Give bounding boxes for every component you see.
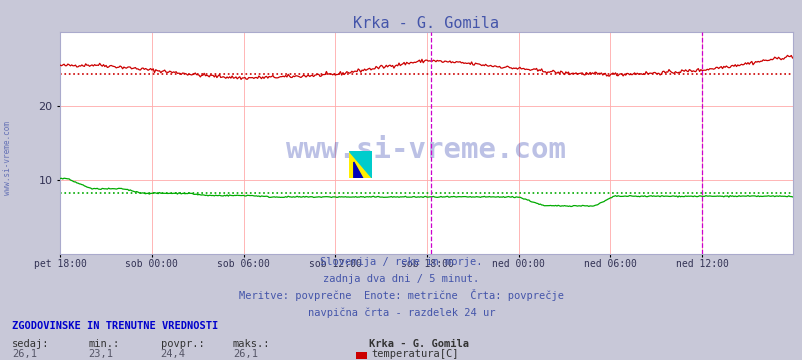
Polygon shape	[349, 151, 371, 178]
Text: Krka - G. Gomila: Krka - G. Gomila	[369, 339, 469, 349]
Text: navpična črta - razdelek 24 ur: navpična črta - razdelek 24 ur	[307, 308, 495, 319]
Text: sedaj:: sedaj:	[12, 339, 50, 349]
Text: Slovenija / reke in morje.: Slovenija / reke in morje.	[320, 257, 482, 267]
Text: 26,1: 26,1	[12, 350, 37, 360]
Text: ZGODOVINSKE IN TRENUTNE VREDNOSTI: ZGODOVINSKE IN TRENUTNE VREDNOSTI	[12, 321, 218, 332]
Title: Krka - G. Gomila: Krka - G. Gomila	[353, 16, 499, 31]
Text: povpr.:: povpr.:	[160, 339, 204, 349]
Text: zadnja dva dni / 5 minut.: zadnja dva dni / 5 minut.	[323, 274, 479, 284]
Polygon shape	[354, 162, 363, 178]
Text: www.si-vreme.com: www.si-vreme.com	[3, 121, 12, 195]
Text: 26,1: 26,1	[233, 350, 257, 360]
Text: min.:: min.:	[88, 339, 119, 349]
Text: temperatura[C]: temperatura[C]	[371, 350, 458, 360]
Text: 23,1: 23,1	[88, 350, 113, 360]
Text: 24,4: 24,4	[160, 350, 185, 360]
Text: Meritve: povprečne  Enote: metrične  Črta: povprečje: Meritve: povprečne Enote: metrične Črta:…	[239, 289, 563, 301]
Text: maks.:: maks.:	[233, 339, 270, 349]
Polygon shape	[349, 151, 371, 178]
Text: www.si-vreme.com: www.si-vreme.com	[286, 136, 565, 164]
